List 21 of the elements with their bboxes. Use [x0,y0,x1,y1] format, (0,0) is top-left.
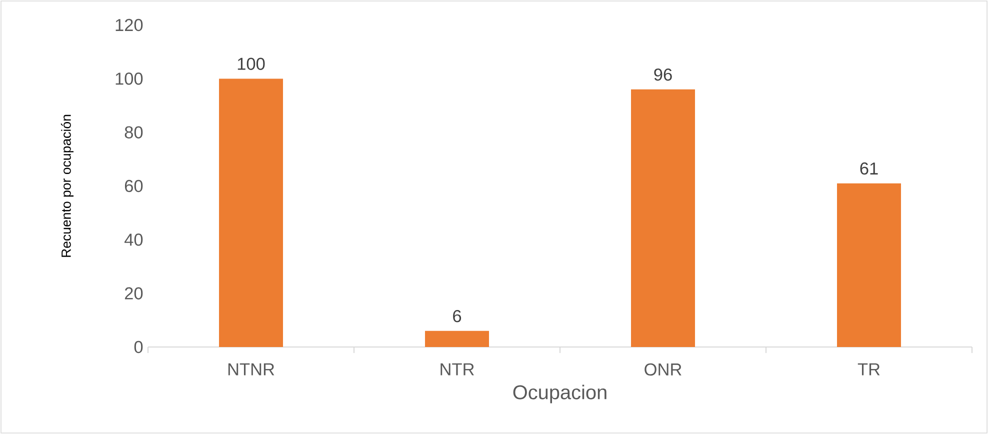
x-tick-label: ONR [644,363,682,376]
y-tick-label: 40 [124,234,143,246]
y-axis-title: Recuento por ocupación [60,114,74,257]
y-tick-label: 60 [124,180,143,192]
data-label: 6 [453,310,462,322]
y-tick-label: 80 [124,126,143,138]
bar [837,183,902,347]
x-tick-label: NTNR [228,363,274,376]
y-tick-label: 0 [134,340,143,354]
bar [631,89,696,347]
y-tick-label: 20 [124,287,143,300]
x-tick-label: NTR [440,363,474,376]
data-label: 96 [654,68,672,81]
x-axis-title: Ocupacion [513,384,606,404]
x-tick-label: TR [858,363,880,376]
bar [219,78,283,347]
y-tick-label: 120 [116,18,143,32]
data-label: 61 [860,162,878,175]
data-label: 100 [238,58,265,70]
y-tick-label: 100 [116,72,143,85]
bar [425,330,489,347]
